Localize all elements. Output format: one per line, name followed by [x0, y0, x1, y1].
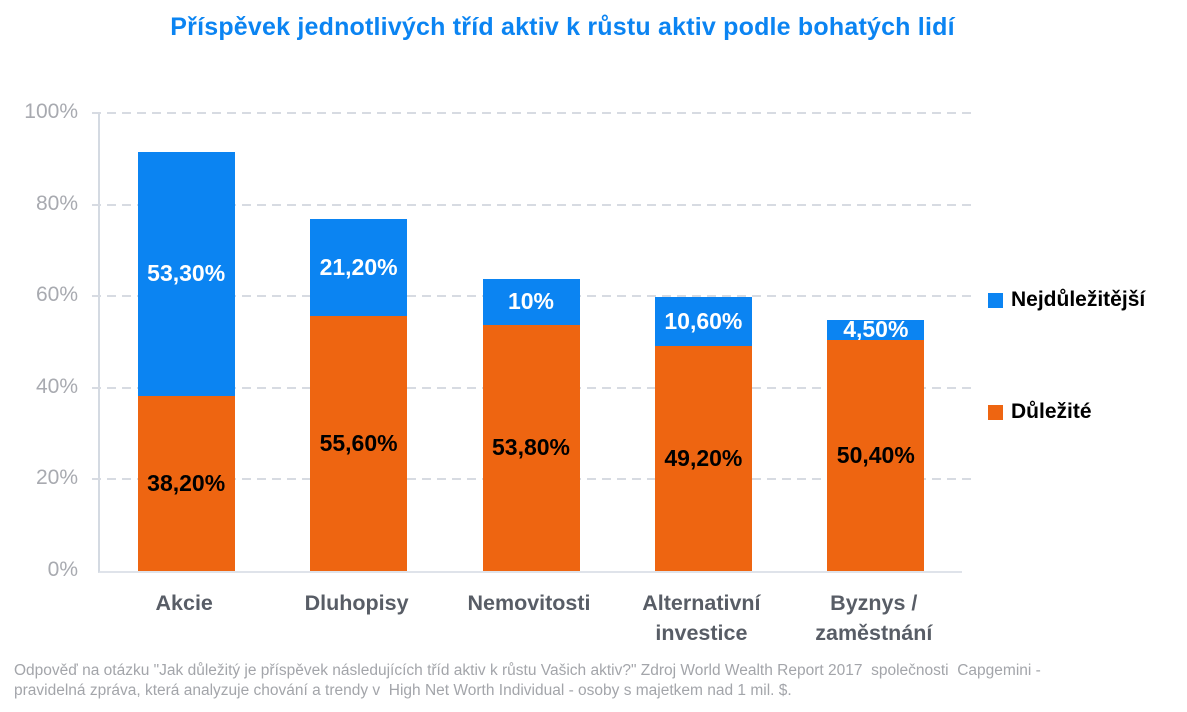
bar-segment-label: 53,80%	[491, 434, 570, 461]
gridline	[92, 203, 972, 206]
footnote-line-2: pravidelná zpráva, která analyzuje chová…	[14, 682, 792, 699]
bar-segment-label: 10%	[507, 288, 555, 315]
bar-segment: 53,80%	[482, 324, 580, 571]
category-label: Nemovitosti	[467, 591, 591, 615]
bar-segment: 4,50%	[827, 316, 925, 342]
bar-segment: 49,20%	[654, 345, 752, 571]
bar-segment-label: 49,20%	[664, 444, 743, 471]
bar-segment-label: 55,60%	[319, 430, 398, 457]
y-tick-label: 20%	[35, 466, 78, 490]
bar-segment-label: 38,20%	[147, 470, 226, 497]
y-tick-label: 100%	[24, 100, 78, 123]
bar-segment: 38,20%	[137, 396, 235, 571]
bar: 49,20% 10,60%	[654, 297, 752, 571]
category-label: Dluhopisy	[304, 591, 409, 615]
legend-item: Nejdůležitější	[988, 288, 1145, 312]
bar: 38,20% 53,30%	[137, 151, 235, 571]
bar-segment-label: 10,60%	[664, 307, 743, 334]
bar-segment-label: 4,50%	[843, 316, 909, 343]
category-label: Alternativní investice	[642, 591, 761, 645]
bar-segment-label: 53,30%	[147, 260, 226, 287]
y-tick-label: 80%	[35, 191, 78, 215]
bar-segment: 53,30%	[137, 151, 235, 397]
plot-area: 38,20% 53,30% 55,60% 21,20% 53,80% 10% 49,20% 1…	[92, 112, 972, 573]
bar-segment: 10%	[482, 278, 580, 325]
bar-segment: 55,60%	[310, 316, 408, 571]
bar-segment: 21,20%	[310, 219, 408, 317]
legend-swatch	[988, 292, 1003, 308]
y-tick-label: 40%	[35, 374, 78, 398]
gridline	[92, 112, 972, 114]
footnote-line-1: Odpověď na otázku "Jak důležitý je přísp…	[14, 662, 1041, 679]
bar: 50,40% 4,50%	[827, 316, 925, 571]
footnote: Odpověď na otázku "Jak důležitý je přísp…	[14, 661, 1182, 701]
bar: 53,80% 10%	[482, 278, 580, 571]
bar: 55,60% 21,20%	[310, 219, 408, 571]
y-tick-label: 0%	[47, 558, 78, 581]
legend-item: Důležité	[988, 400, 1145, 424]
page-title: Příspěvek jednotlivých tříd aktiv k růst…	[170, 13, 955, 41]
y-tick-label: 60%	[35, 283, 78, 307]
category-label: Akcie	[155, 591, 213, 615]
legend: Nejdůležitější Důležité	[988, 288, 1145, 512]
category-label: Byznys / zaměstnání	[815, 591, 933, 645]
bar-segment: 50,40%	[827, 340, 925, 571]
legend-label: Důležité	[1011, 400, 1092, 423]
bar-segment-label: 50,40%	[836, 442, 915, 469]
bar-segment: 10,60%	[654, 297, 752, 346]
bar-segment-label: 21,20%	[319, 254, 398, 281]
legend-label: Nejdůležitější	[1011, 288, 1146, 311]
legend-swatch	[988, 404, 1003, 420]
